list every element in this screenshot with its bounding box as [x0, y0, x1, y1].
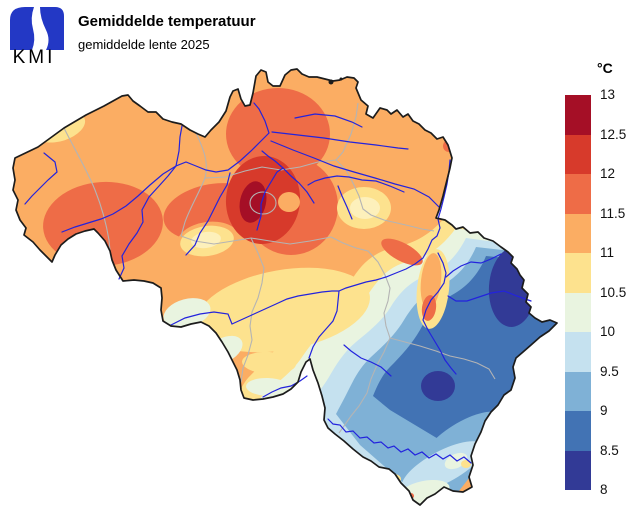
legend-color-block [565, 213, 591, 253]
legend-tick-label: 10.5 [600, 284, 627, 300]
baarle-enclave-dot [328, 79, 334, 85]
legend-color-block [565, 292, 591, 332]
legend-color-block [565, 174, 591, 214]
header: KMI Gemiddelde temperatuur gemiddelde le… [0, 0, 640, 70]
baarle-enclave-dot-small [339, 77, 343, 81]
legend-tick-label: 11 [600, 245, 615, 260]
contour-fill-layer [13, 69, 557, 505]
kmi-logo-text: KMI [12, 47, 56, 68]
legend-unit-label: °C [597, 60, 613, 76]
temperature-legend: °C 13 12.5 12 11.5 11 10.5 10 9.5 9 8.5 8 [565, 60, 640, 500]
legend-tick-label: 12.5 [600, 126, 627, 142]
legend-tick-label: 9 [600, 403, 608, 418]
legend-tick-label: 10 [600, 324, 616, 339]
page-subtitle: gemiddelde lente 2025 [78, 37, 210, 52]
legend-color-block [565, 450, 591, 490]
legend-tick-label: 8.5 [600, 442, 619, 458]
legend-tick-label: 12 [600, 166, 616, 181]
legend-color-block [565, 332, 591, 372]
legend-tick-label: 13 [600, 87, 616, 102]
legend-color-block [565, 411, 591, 451]
page-title: Gemiddelde temperatuur [78, 13, 256, 30]
legend-color-block [565, 95, 591, 135]
province-borders [63, 102, 496, 434]
country-border [12, 68, 558, 506]
kmi-logo-icon [10, 7, 64, 50]
legend-tick-label: 9.5 [600, 363, 619, 379]
legend-color-block [565, 253, 591, 293]
legend-color-block [565, 134, 591, 174]
rivers [24, 102, 532, 464]
legend-colorbar [565, 95, 591, 490]
legend-tick-label: 8 [600, 482, 608, 497]
legend-tick-label: 11.5 [600, 205, 626, 221]
legend-color-block [565, 371, 591, 411]
